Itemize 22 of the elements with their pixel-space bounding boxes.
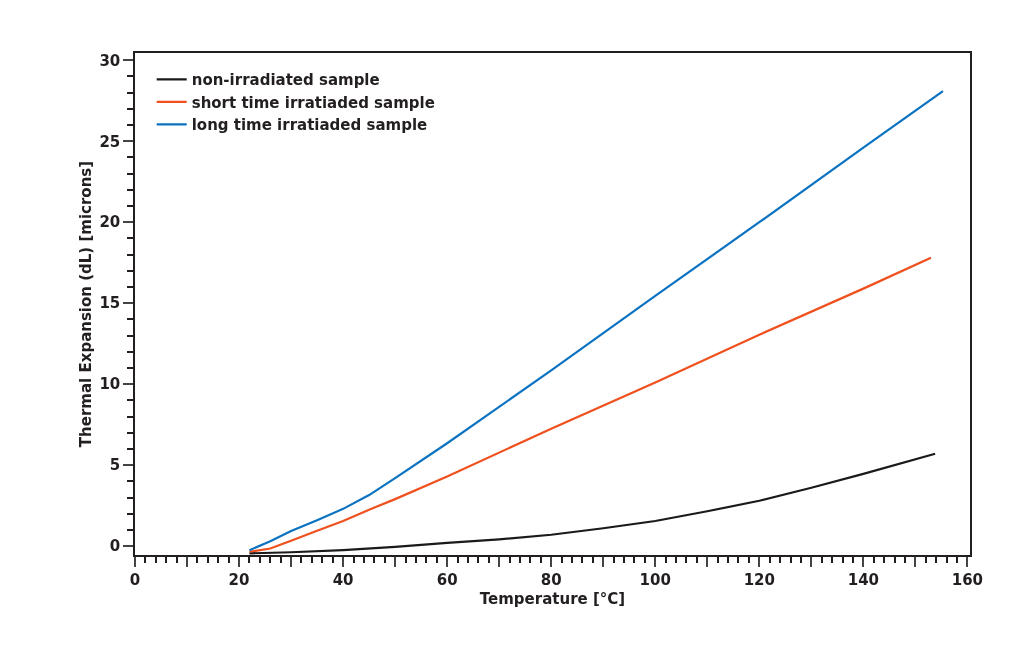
x-tick-label: 0 — [129, 570, 141, 589]
y-tick-label: 20 — [99, 213, 121, 232]
x-tick-label: 160 — [951, 570, 984, 589]
x-tick-label: 40 — [332, 570, 354, 589]
x-tick-label: 100 — [639, 570, 671, 589]
y-tick-label: 10 — [99, 375, 121, 394]
y-tick-label: 30 — [99, 51, 121, 70]
x-tick-label: 80 — [540, 570, 562, 589]
y-tick-label: 0 — [109, 537, 121, 556]
x-tick-label: 120 — [743, 570, 775, 589]
y-axis-title: Thermal Expansion (dL) [microns] — [77, 160, 96, 448]
line-series — [248, 256, 933, 553]
x-tick-label: 60 — [436, 570, 458, 589]
x-tick-label: 20 — [228, 570, 250, 589]
x-tick-label: 140 — [847, 570, 880, 589]
x-axis-title: Temperature [°C] — [479, 590, 626, 609]
y-tick-label: 15 — [99, 294, 121, 313]
legend-label: short time irratiaded sample — [191, 93, 435, 112]
legend-label: non-irradiated sample — [191, 71, 380, 90]
legend-label: long time irratiaded sample — [191, 116, 428, 135]
y-tick-label: 5 — [109, 456, 121, 475]
y-tick-label: 25 — [99, 132, 121, 151]
